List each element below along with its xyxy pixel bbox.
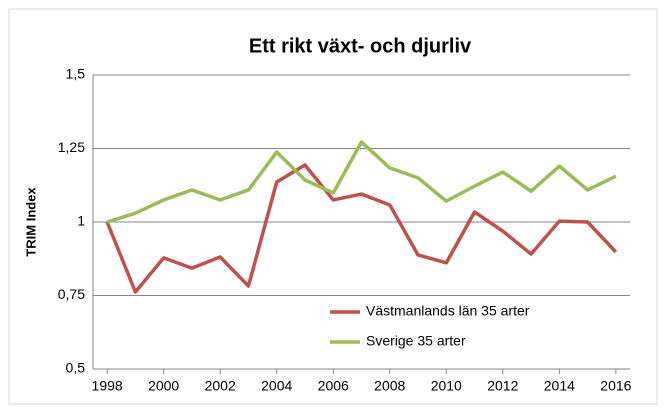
x-tick-label: 2006	[318, 378, 349, 394]
x-tick-label: 2016	[600, 378, 631, 394]
x-tick-label: 2002	[205, 378, 236, 394]
x-tick-label: 2008	[374, 378, 405, 394]
x-tick-label: 1998	[92, 378, 123, 394]
legend-label: Sverige 35 arter	[366, 333, 466, 349]
y-tick-label: 1,5	[66, 66, 86, 82]
x-tick-label: 2000	[148, 378, 179, 394]
series-line	[106, 140, 617, 224]
y-axis-label: TRIM Index	[23, 187, 38, 257]
legend-label: Västmanlands län 35 arter	[366, 303, 530, 319]
x-tick-label: 2014	[544, 378, 575, 394]
chart-title: Ett rikt växt- och djurliv	[249, 35, 472, 57]
x-tick-label: 2012	[487, 378, 518, 394]
y-tick-label: 0,5	[66, 360, 86, 376]
x-tick-label: 2004	[261, 378, 292, 394]
y-tick-label: 1,25	[58, 139, 85, 155]
chart-frame	[8, 8, 658, 405]
x-tick-label: 2010	[431, 378, 462, 394]
y-tick-label: 1	[77, 213, 85, 229]
series-line	[105, 163, 618, 294]
y-tick-label: 0,75	[58, 286, 85, 302]
